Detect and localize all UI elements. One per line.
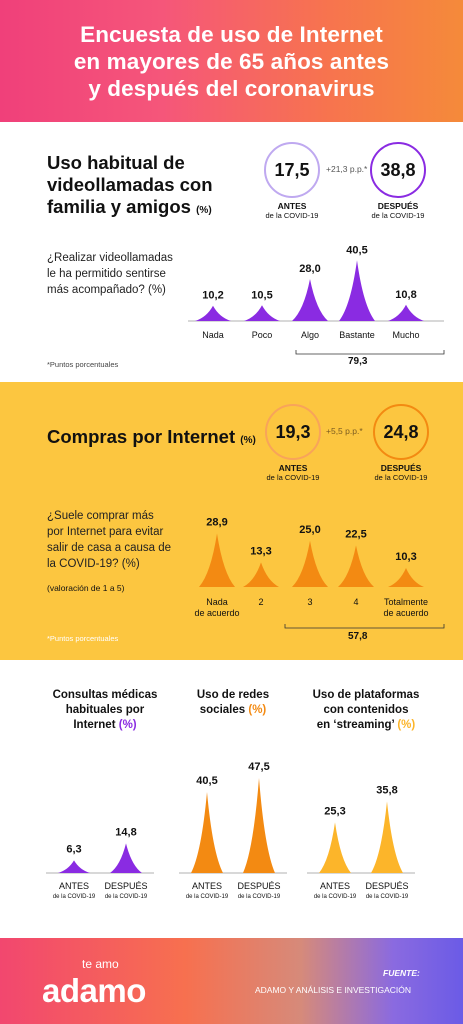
comparison-section: Consultas médicas habituales por Interne… xyxy=(0,660,463,938)
page-header: Encuesta de uso de Internet en mayores d… xyxy=(0,0,463,122)
data-label: 40,5 xyxy=(346,244,367,256)
scale-note: (valoración de 1 a 5) xyxy=(47,583,125,593)
covid-caption: de la COVID-19 xyxy=(53,894,96,900)
data-label: 14,8 xyxy=(115,826,136,838)
data-label: 35,8 xyxy=(376,784,397,796)
covid-caption: de la COVID-19 xyxy=(105,894,148,900)
chart-bar xyxy=(292,279,328,321)
page-title: Encuesta de uso de Internet en mayores d… xyxy=(73,21,390,101)
chart-bar xyxy=(388,304,424,321)
data-label: 28,0 xyxy=(299,263,320,275)
streaming-title: Uso de plataformas con contenidos en ‘st… xyxy=(312,689,420,731)
before-caption: ANTES de la COVID-19 xyxy=(266,463,320,483)
bracket-total: 57,8 xyxy=(348,631,368,642)
chart-bar xyxy=(244,305,280,321)
diff-label: +21,3 p.p.* xyxy=(326,164,368,174)
data-label: 10,2 xyxy=(202,290,223,302)
chart-bar xyxy=(243,562,279,587)
category-label: 4 xyxy=(353,597,358,607)
category-label: de acuerdo xyxy=(194,608,239,618)
chart-bar xyxy=(339,260,375,321)
chart-bar xyxy=(110,843,142,873)
category-label: Bastante xyxy=(339,330,375,340)
data-label: 22,5 xyxy=(345,528,366,540)
adamo-logo: adamo xyxy=(42,972,146,1009)
data-label: 6,3 xyxy=(66,843,81,855)
data-label: 10,8 xyxy=(395,289,416,301)
data-label: 47,5 xyxy=(248,761,269,773)
category-label: Nada xyxy=(202,330,224,340)
bracket-line xyxy=(295,350,445,355)
chart-bar xyxy=(371,801,403,873)
data-label: 40,5 xyxy=(196,775,217,787)
before-caption: ANTES de la COVID-19 xyxy=(265,201,319,221)
data-label: 25,0 xyxy=(299,524,320,536)
category-label: Totalmente xyxy=(384,597,428,607)
chart-bar xyxy=(319,822,351,873)
category-label: Nada xyxy=(206,597,228,607)
videocalls-title: Uso habitual de videollamadas con famili… xyxy=(47,152,213,217)
source-text: ADAMO Y ANÁLISIS E INVESTIGACIÓN xyxy=(255,985,412,995)
footnote: *Puntos porcentuales xyxy=(47,360,119,369)
covid-caption: de la COVID-19 xyxy=(314,894,357,900)
data-label: 10,5 xyxy=(251,289,272,301)
shopping-question: ¿Suele comprar más por Internet para evi… xyxy=(47,510,172,570)
bracket-line xyxy=(284,624,445,629)
category-label: Poco xyxy=(252,330,273,340)
category-label: de acuerdo xyxy=(383,608,428,618)
category-label: DESPUÉS xyxy=(365,881,408,891)
chart-bar xyxy=(195,305,231,321)
chart-bar xyxy=(243,778,275,873)
shopping-section: Compras por Internet (%) 19,3 +5,5 p.p.*… xyxy=(0,382,463,660)
category-label: 3 xyxy=(307,597,312,607)
category-label: 2 xyxy=(258,597,263,607)
source-label: FUENTE: xyxy=(383,968,420,978)
after-value-circle: 24,8 xyxy=(373,404,429,460)
chart-bar xyxy=(191,792,223,873)
chart-bar xyxy=(338,545,374,587)
before-value-circle: 17,5 xyxy=(264,142,320,198)
covid-caption: de la COVID-19 xyxy=(366,894,409,900)
after-value-circle: 38,8 xyxy=(370,142,426,198)
bracket-total: 79,3 xyxy=(348,356,368,367)
diff-label: +5,5 p.p.* xyxy=(326,426,363,436)
category-label: ANTES xyxy=(320,881,350,891)
videocalls-question: ¿Realizar videollamadas le ha permitido … xyxy=(47,252,173,296)
category-label: ANTES xyxy=(59,881,89,891)
shopping-title: Compras por Internet (%) xyxy=(47,426,256,447)
category-label: Mucho xyxy=(392,330,419,340)
footnote: *Puntos porcentuales xyxy=(47,634,119,643)
category-label: Algo xyxy=(301,330,319,340)
page-footer: te amo adamo FUENTE: ADAMO Y ANÁLISIS E … xyxy=(0,938,463,1024)
data-label: 25,3 xyxy=(324,805,345,817)
data-label: 28,9 xyxy=(206,517,227,529)
medical-title: Consultas médicas habituales por Interne… xyxy=(52,689,158,731)
category-label: ANTES xyxy=(192,881,222,891)
category-label: DESPUÉS xyxy=(104,881,147,891)
videocalls-section: Uso habitual de videollamadas con famili… xyxy=(0,122,463,382)
videocalls-chart: 10,2 Nada 10,5 Poco 28,0 Algo 40,5 Bastante 10,8… xyxy=(188,244,445,355)
chart-bar xyxy=(388,567,424,587)
covid-caption: de la COVID-19 xyxy=(238,894,281,900)
data-label: 13,3 xyxy=(250,545,271,557)
chart-bar xyxy=(292,540,328,587)
covid-caption: de la COVID-19 xyxy=(186,894,229,900)
category-label: DESPUÉS xyxy=(237,881,280,891)
chart-bar xyxy=(58,860,90,873)
after-caption: DESPUÉS de la COVID-19 xyxy=(371,201,425,221)
comparison-charts: 6,3 ANTES de la COVID-19 14,8 DESPUÉS de la C… xyxy=(46,761,415,900)
chart-bar xyxy=(199,533,235,587)
data-label: 10,3 xyxy=(395,551,416,563)
after-caption: DESPUÉS de la COVID-19 xyxy=(374,463,428,483)
before-value-circle: 19,3 xyxy=(265,404,321,460)
logo-tagline: te amo xyxy=(82,957,119,971)
social-title: Uso de redes sociales (%) xyxy=(196,689,270,716)
